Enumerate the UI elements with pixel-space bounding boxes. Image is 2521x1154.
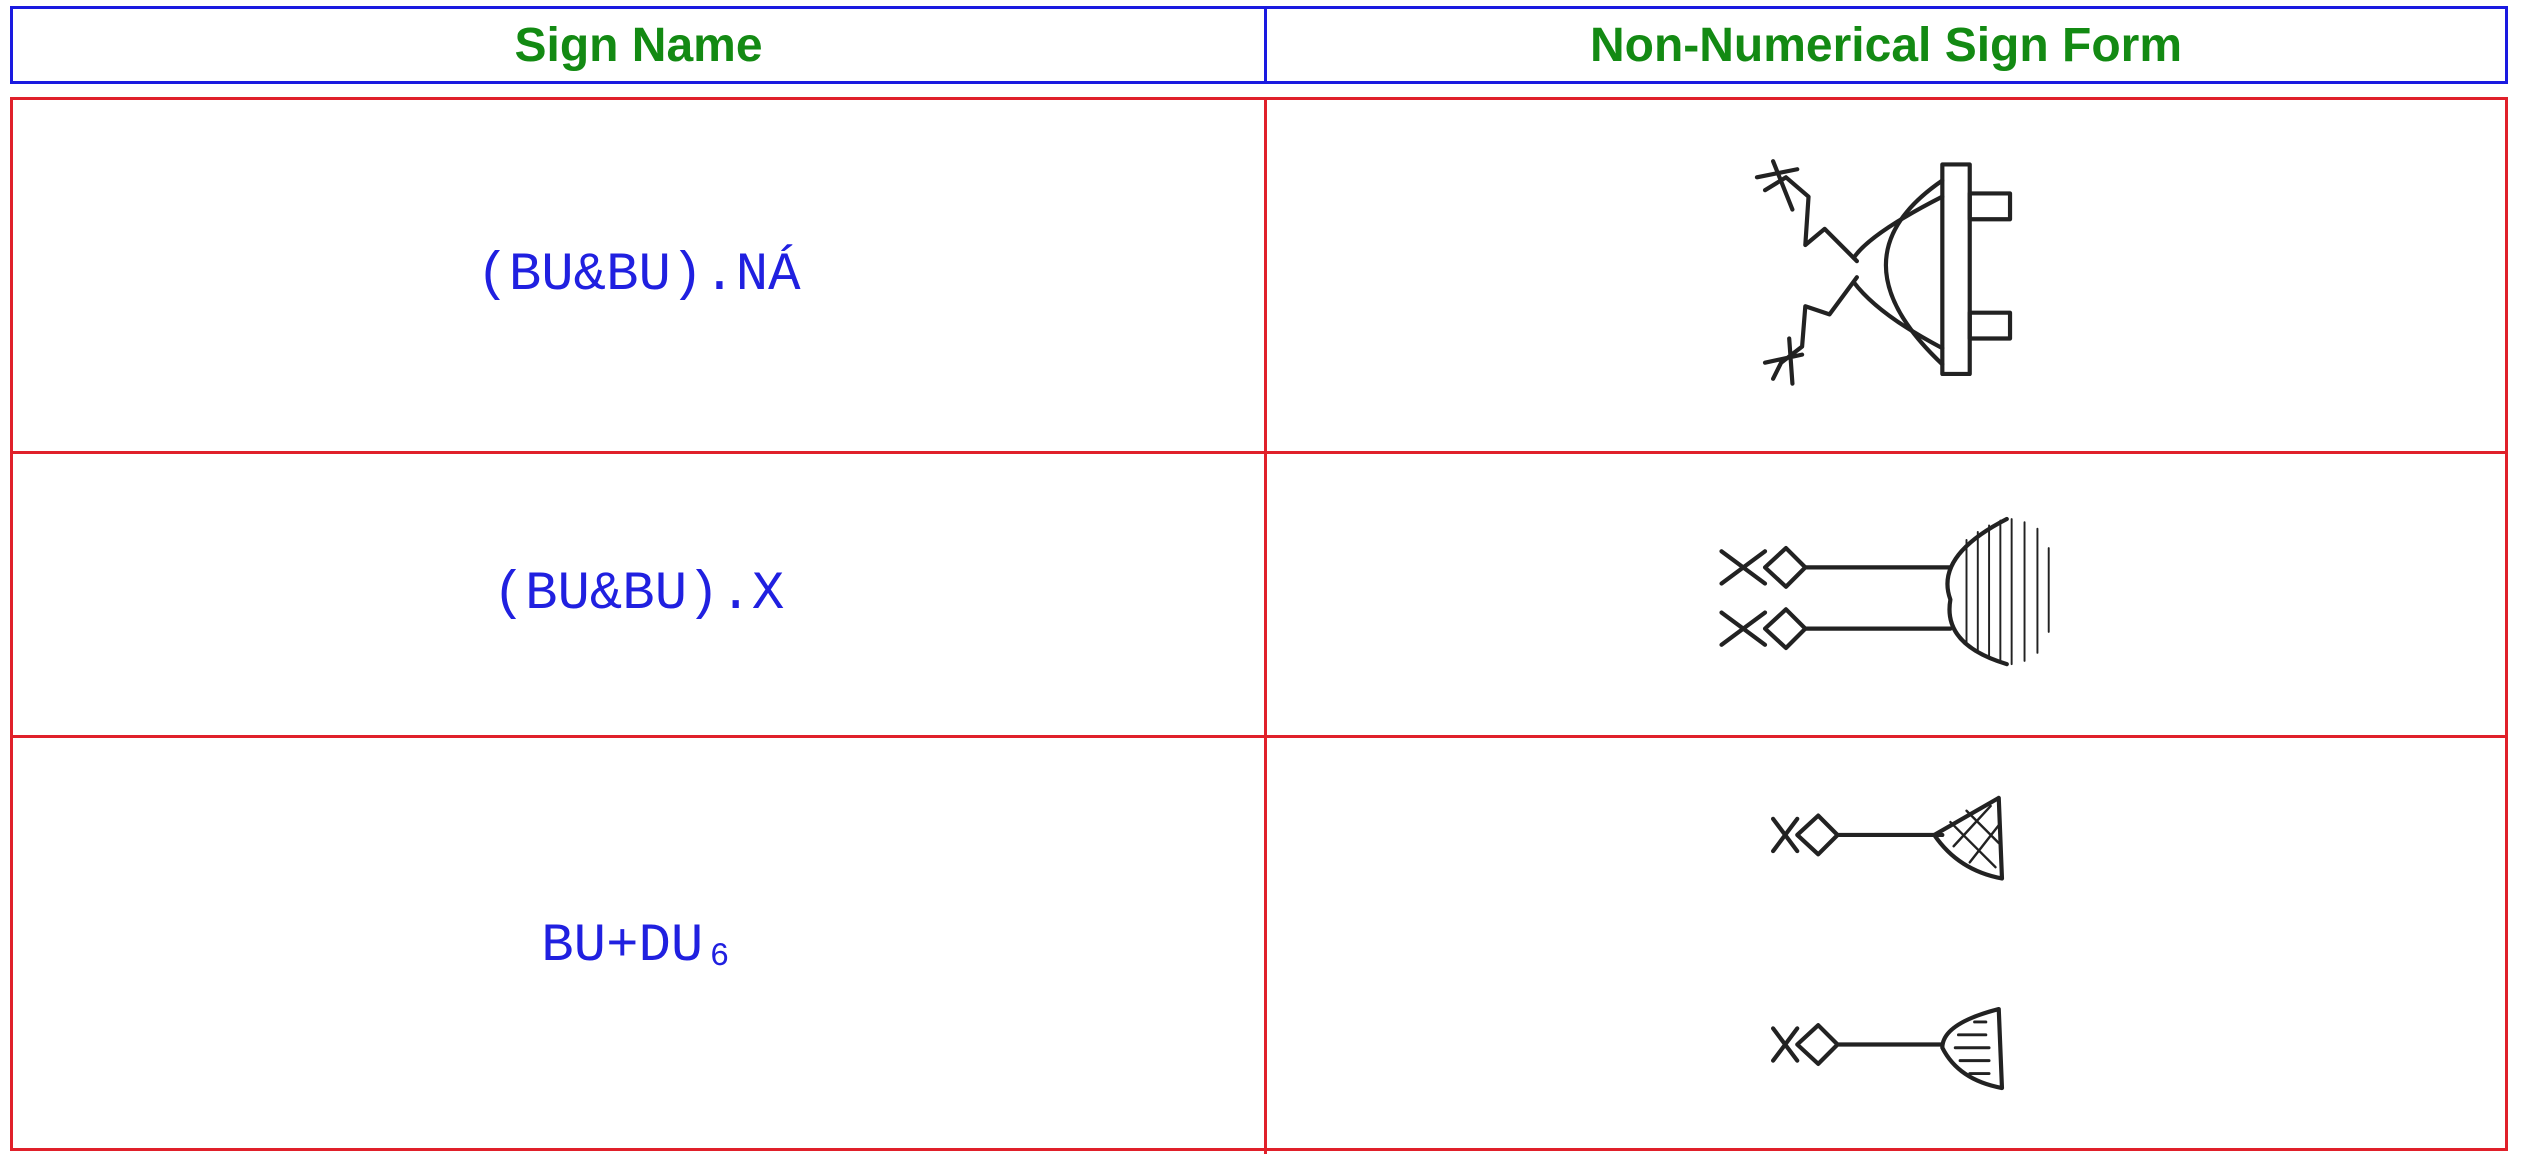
column-divider (1264, 100, 1267, 451)
column-divider (1264, 454, 1267, 735)
header-cell: Sign Name (514, 18, 763, 72)
table-body: (BU&BU).NÁ (BU&BU).X BU+DU₆ (10, 97, 2508, 1154)
header-cell: Non-Numerical Sign Form (1589, 18, 2183, 72)
table-row: BU+DU₆ (13, 735, 2505, 1154)
column-divider (1264, 738, 1267, 1154)
sign-name: (BU&BU).X (492, 564, 785, 625)
table-row: (BU&BU).X (13, 451, 2505, 735)
header-row: Sign Name Non-Numerical Sign Form (10, 6, 2508, 84)
sign-name: BU+DU₆ (541, 915, 736, 977)
sign-form-2 (1719, 516, 2050, 667)
sign-form-1 (1754, 159, 2013, 386)
sign-name: (BU&BU).NÁ (476, 245, 801, 306)
column-divider (1264, 9, 1267, 81)
sign-form-3 (1770, 795, 2005, 1091)
table-row: (BU&BU).NÁ (13, 100, 2505, 451)
